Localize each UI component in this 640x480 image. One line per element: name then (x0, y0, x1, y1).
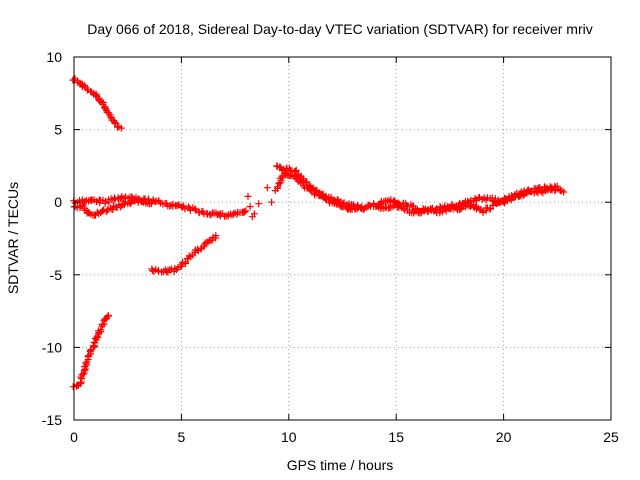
tick-marks (73, 56, 612, 421)
data-point-arc-c-mid-rise (162, 268, 170, 275)
data-point-arc-h-late (299, 179, 307, 187)
data-point-arc-c-mid-rise (171, 264, 179, 272)
data-point-arc-d-near-zero-early (191, 205, 199, 213)
data-point-arc-h-late (332, 199, 340, 207)
data-point-arc-c-mid-rise (201, 239, 209, 247)
data-point-arc-h-late (333, 200, 341, 208)
chart-title: Day 066 of 2018, Sidereal Day-to-day VTE… (87, 21, 592, 37)
data-point-arc-h-late (560, 188, 568, 196)
data-point-arc-e-near-zero-lower (147, 200, 155, 208)
x-axis-title: GPS time / hours (287, 457, 394, 473)
y-tick-label: -10 (42, 339, 62, 355)
y-axis-title: SDTVAR / TECUs (5, 182, 21, 294)
y-tick-label: 0 (54, 194, 62, 210)
data-point-arc-f-scattered (244, 192, 252, 200)
y-tick-label: -15 (42, 412, 62, 428)
data-point-arc-i-late-lower (496, 199, 504, 207)
x-tick-label: 25 (603, 429, 619, 445)
data-point-arc-i-late-lower (392, 200, 400, 207)
data-point-arc-f-scattered (268, 198, 276, 206)
data-point-arc-f-scattered (240, 208, 248, 216)
data-point-arc-b-low-rise (104, 312, 112, 319)
data-point-arc-d-near-zero-early (102, 197, 109, 205)
x-tick-labels: 0 5 10 15 20 25 (70, 429, 619, 445)
data-point-arc-a-decline (117, 124, 125, 132)
x-tick-label: 15 (388, 429, 404, 445)
data-point-arc-b-low-rise (79, 370, 87, 378)
data-point-arc-f-scattered (263, 184, 271, 192)
data-point-arc-e-near-zero-lower (126, 200, 134, 208)
data-point-arc-b-low-rise (97, 326, 105, 334)
y-tick-label: -5 (50, 267, 63, 283)
data-point-arc-c-mid-rise (212, 232, 220, 240)
data-point-arc-i-late-lower (553, 182, 561, 190)
data-point-arc-c-mid-rise (166, 266, 174, 274)
data-point-arc-i-late-lower (456, 206, 464, 213)
data-point-arc-h-late (355, 203, 362, 211)
data-point-arc-f-scattered (250, 210, 258, 218)
data-point-arc-c-mid-rise (185, 252, 193, 260)
data-point-arc-h-late (413, 206, 421, 213)
data-point-arc-f-scattered (246, 203, 254, 211)
data-point-arc-e-near-zero-lower (85, 209, 93, 217)
data-point-arc-a-decline (84, 86, 91, 94)
data-point-arc-f-scattered (255, 200, 263, 208)
data-point-arc-a-decline (92, 91, 100, 99)
data-point-arc-b-low-rise (77, 380, 85, 387)
data-point-arc-c-mid-rise (174, 264, 182, 272)
data-point-arc-i-late-lower (507, 192, 515, 200)
data-point-arc-d-near-zero-early (184, 203, 192, 211)
data-point-arc-h-late (339, 203, 347, 210)
x-tick-label: 10 (281, 429, 297, 445)
x-tick-label: 0 (70, 429, 78, 445)
y-tick-label: 5 (54, 122, 62, 138)
data-points (69, 75, 568, 391)
y-tick-labels: -15 -10 -5 0 5 10 (42, 49, 62, 428)
data-point-arc-b-low-rise (82, 359, 90, 367)
x-tick-label: 5 (178, 429, 186, 445)
data-point-arc-i-late-lower (400, 205, 408, 212)
data-point-arc-i-late-lower (535, 184, 542, 192)
x-tick-label: 20 (496, 429, 512, 445)
y-tick-label: 10 (46, 49, 62, 65)
plot-frame (73, 56, 612, 421)
